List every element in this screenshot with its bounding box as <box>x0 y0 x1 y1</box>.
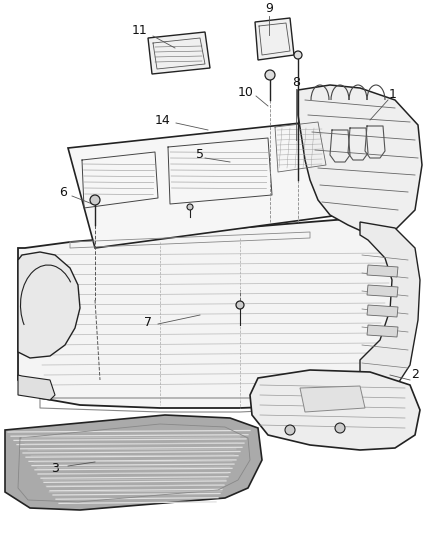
Polygon shape <box>18 218 412 408</box>
Polygon shape <box>18 252 80 358</box>
Polygon shape <box>148 32 210 74</box>
Circle shape <box>335 423 345 433</box>
Text: 5: 5 <box>196 149 204 161</box>
Text: 3: 3 <box>51 462 59 474</box>
Polygon shape <box>300 386 365 412</box>
Polygon shape <box>367 305 398 317</box>
Circle shape <box>90 195 100 205</box>
Text: 9: 9 <box>265 2 273 14</box>
Text: 10: 10 <box>238 85 254 99</box>
Polygon shape <box>367 265 398 277</box>
Text: 2: 2 <box>411 368 419 382</box>
Text: 7: 7 <box>144 316 152 328</box>
Polygon shape <box>367 285 398 297</box>
Circle shape <box>285 425 295 435</box>
Circle shape <box>236 301 244 309</box>
Polygon shape <box>68 122 340 248</box>
Polygon shape <box>367 325 398 337</box>
Polygon shape <box>5 415 262 510</box>
Circle shape <box>294 51 302 59</box>
Circle shape <box>265 70 275 80</box>
Polygon shape <box>255 18 294 60</box>
Text: 11: 11 <box>132 23 148 36</box>
Polygon shape <box>18 375 55 400</box>
Polygon shape <box>360 222 420 398</box>
Text: 8: 8 <box>292 76 300 88</box>
Text: 14: 14 <box>155 114 171 126</box>
Polygon shape <box>250 370 420 450</box>
Circle shape <box>187 204 193 210</box>
Text: 6: 6 <box>59 185 67 198</box>
Text: 1: 1 <box>389 88 397 101</box>
Polygon shape <box>298 85 422 235</box>
